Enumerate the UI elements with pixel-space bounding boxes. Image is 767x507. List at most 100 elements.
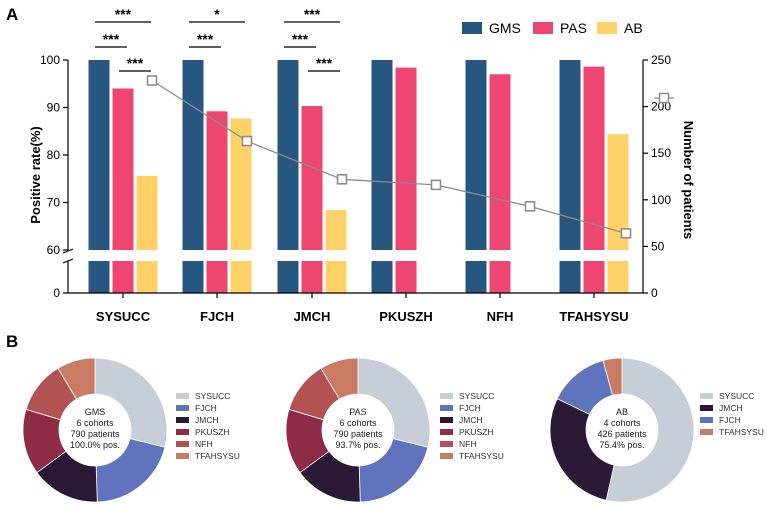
bar-gms-tfahsysu [559, 60, 581, 293]
panel-label-a: A [6, 5, 18, 24]
bar-gms-nfh-lower [465, 261, 487, 293]
donut-legend-pas: SYSUCC FJCH JMCH PKUSZH NFH TFAHSYSU [440, 391, 504, 461]
legend-label: TFAHSYSU [459, 451, 504, 461]
legend-swatch [176, 405, 189, 411]
bar-ab-jmch [325, 210, 347, 293]
legend-label: AB [624, 20, 643, 36]
legend-label: GMS [489, 20, 521, 36]
sig-label: *** [103, 31, 120, 47]
legend-swatch [440, 405, 453, 411]
bar-gms-jmch [277, 60, 299, 293]
bar-gms-jmch-upper [277, 60, 299, 250]
bar-gms-pkuszh-lower [371, 261, 393, 293]
bar-gms-tfahsysu-upper [559, 60, 581, 250]
slice-gms-tfahsysu [57, 357, 96, 400]
legend-swatch [440, 429, 453, 435]
legend-label: SYSUCC [195, 391, 230, 401]
x-tick-label: TFAHSYSU [559, 309, 628, 324]
slice-ab-jmch [549, 398, 615, 501]
bar-gms-sysucc [88, 60, 110, 293]
slice-pas-sysucc [357, 357, 431, 448]
patients-line [151, 79, 627, 234]
patients-marker-jmch [336, 173, 348, 185]
bar-pas-pkuszh [395, 67, 417, 293]
legend-label: NFH [459, 439, 476, 449]
legend-swatch [700, 405, 713, 411]
patients-marker-sysucc [146, 75, 158, 86]
bar-gms-nfh [465, 60, 487, 293]
bar-pas-sysucc-lower [112, 261, 134, 293]
y-axis-break-mark [62, 248, 74, 254]
legend-label: TFAHSYSU [719, 427, 764, 437]
legend-label: PAS [560, 20, 587, 36]
legend-ab: AB [597, 20, 643, 36]
legend-swatch [533, 22, 553, 34]
sig-label: *** [304, 6, 321, 22]
legend-label: FJCH [195, 403, 217, 413]
bar-ab-jmch-lower [325, 261, 347, 293]
donut-center-text: 790 patients [333, 429, 383, 439]
sig-label: *** [115, 6, 132, 22]
legend-swatch [440, 393, 453, 399]
bar-gms-pkuszh [371, 60, 393, 293]
x-tick-label: NFH [487, 309, 514, 324]
bar-pas-jmch [301, 106, 323, 293]
y-tick-label: 70 [47, 196, 61, 210]
legend-label: FJCH [459, 403, 481, 413]
bar-gms-fjch-upper [182, 60, 204, 250]
legend-label: SYSUCC [719, 391, 754, 401]
donut-center-text: 93.7% pos. [335, 440, 380, 450]
slice-ab-tfahsysu [602, 357, 623, 396]
bar-ab-sysucc-upper [136, 175, 158, 250]
sig-label: *** [292, 31, 309, 47]
legend-label: JMCH [459, 415, 483, 425]
bar-gms-pkuszh-upper [371, 60, 393, 250]
legend-label: FJCH [719, 415, 741, 425]
donut-center-text: 426 patients [597, 429, 647, 439]
bar-gms-nfh-upper [465, 60, 487, 250]
bar-pas-jmch-lower [301, 261, 323, 293]
bar-pas-pkuszh-lower [395, 261, 417, 293]
y-axis-break-mark [62, 258, 74, 264]
x-tick-label: FJCH [200, 309, 234, 324]
donut-center-text: 6 cohorts [76, 418, 114, 428]
bar-ab-tfahsysu-upper [607, 134, 629, 250]
donut-center-text: PAS [349, 407, 366, 417]
bar-gms-tfahsysu-lower [559, 261, 581, 293]
slice-pas-tfahsysu [320, 357, 359, 400]
bar-pas-nfh-lower [489, 261, 511, 293]
legend-swatch [462, 22, 482, 34]
bar-gms-jmch-lower [277, 261, 299, 293]
bar-ab-jmch-upper [325, 210, 347, 250]
sig-fjch-gms-pas: *** [189, 31, 221, 48]
donut-legend-gms: SYSUCC FJCH JMCH PKUSZH NFH TFAHSYSU [176, 391, 240, 461]
legend-swatch [176, 453, 189, 459]
donut-center-text: 4 cohorts [603, 418, 641, 428]
legend-gms: GMS [462, 20, 521, 36]
x-tick-label: JMCH [294, 309, 331, 324]
legend-label: PKUSZH [459, 427, 493, 437]
panel-label-b: B [6, 332, 18, 351]
donut-center-text: 790 patients [70, 429, 120, 439]
sig-sysucc-gms-ab: *** [95, 6, 151, 23]
donut-center-text: 75.4% pos. [599, 440, 644, 450]
bar-pas-fjch-lower [206, 261, 228, 293]
bar-ab-tfahsysu-lower [607, 261, 629, 293]
bar-gms-fjch [182, 60, 204, 293]
legend-label: NFH [195, 439, 212, 449]
y-tick-label: 0 [53, 286, 60, 300]
sig-jmch-gms-ab: *** [284, 6, 340, 23]
patients-marker-tfahsysu [620, 228, 632, 239]
y2-tick-label: 0 [651, 286, 658, 300]
legend-swatch [440, 441, 453, 447]
bar-ab-sysucc [136, 175, 158, 293]
legend-swatch [176, 429, 189, 435]
donut-center-text: GMS [85, 407, 106, 417]
x-tick-label: SYSUCC [96, 309, 151, 324]
y-tick-label: 80 [47, 148, 61, 162]
legend-swatch [176, 441, 189, 447]
bar-pas-tfahsysu-upper [583, 66, 605, 251]
